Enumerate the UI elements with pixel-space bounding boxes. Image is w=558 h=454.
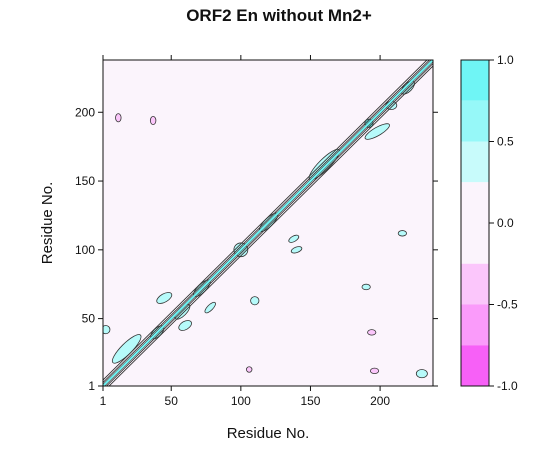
- x-tick-label: 100: [231, 394, 251, 408]
- colorbar-band: [461, 182, 489, 264]
- positive-correlation-region: [178, 320, 192, 331]
- diagonal-contour-line: [103, 60, 433, 385]
- positive-correlation-region: [288, 234, 300, 243]
- x-tick-label: 50: [165, 394, 179, 408]
- negative-correlation-region: [246, 366, 253, 373]
- colorbar-band: [461, 141, 489, 183]
- positive-correlation-region: [397, 230, 407, 237]
- colorbar-band: [461, 263, 489, 305]
- diagonal-contour-line: [103, 60, 428, 381]
- y-axis-label: Residue No.: [39, 182, 56, 265]
- positive-correlation-region: [415, 369, 428, 379]
- positive-correlation-region: [204, 301, 216, 314]
- diagonal-contour-line: [108, 65, 433, 386]
- plot-frame: [102, 59, 434, 387]
- diagonal-contour-line: [105, 63, 433, 386]
- positive-correlation-region: [156, 292, 173, 304]
- x-tick-label: 150: [300, 394, 320, 408]
- colorbar-band: [461, 100, 489, 142]
- x-tick-label: 1: [100, 394, 107, 408]
- positive-correlation-region: [361, 283, 371, 291]
- negative-correlation-region: [369, 367, 380, 375]
- colorbar-tick-label: 0.5: [497, 135, 514, 149]
- colorbar-tick-label: -1.0: [497, 379, 518, 393]
- colorbar-band: [461, 60, 489, 101]
- x-tick-label: 200: [370, 394, 390, 408]
- positive-correlation-region: [103, 325, 111, 335]
- y-tick-label: 50: [82, 312, 96, 326]
- colorbar-tick-label: 1.0: [497, 53, 514, 67]
- y-tick-label: 150: [75, 174, 95, 188]
- diagonal-contour-line: [103, 61, 433, 386]
- positive-correlation-region: [364, 123, 390, 140]
- negative-correlation-region: [367, 329, 377, 336]
- colorbar-tick-label: -0.5: [497, 298, 518, 312]
- diagonal-line: [103, 60, 433, 386]
- negative-correlation-region: [149, 115, 157, 126]
- negative-correlation-region: [115, 113, 122, 123]
- colorbar-band: [461, 345, 489, 386]
- y-tick-label: 100: [75, 243, 95, 257]
- diagonal-contour-line: [103, 60, 431, 383]
- positive-correlation-region: [290, 246, 303, 254]
- colorbar-tick-label: 0.0: [497, 216, 514, 230]
- y-tick-label: 1: [88, 379, 95, 393]
- positive-correlation-region: [250, 296, 260, 306]
- x-axis-label: Residue No.: [227, 425, 310, 442]
- chart-title: ORF2 En without Mn2+: [186, 6, 372, 25]
- colorbar-band: [461, 304, 489, 346]
- y-tick-label: 200: [75, 105, 95, 119]
